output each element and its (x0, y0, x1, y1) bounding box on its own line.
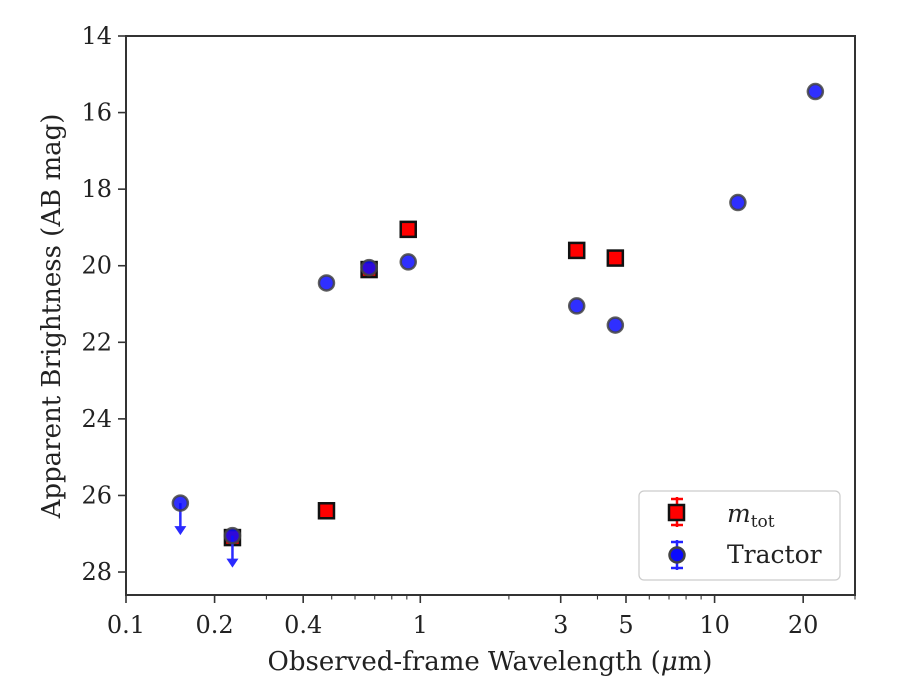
x-tick-label: 0.2 (196, 611, 234, 639)
tractor-point (729, 193, 747, 212)
tractor-point (806, 82, 825, 101)
y-tick-label: 24 (81, 405, 112, 433)
legend-marker-mtot (667, 497, 686, 527)
mtot-point (399, 220, 417, 239)
tractor-point (171, 494, 190, 512)
legend-label-mtot: mtot (727, 499, 775, 532)
x-tick-label: 0.1 (107, 611, 145, 639)
legend-box (638, 490, 841, 581)
y-tick-label: 26 (81, 481, 112, 509)
x-tick-label: 20 (788, 611, 819, 639)
y-tick-label: 28 (81, 558, 112, 586)
x-axis: 0.1 0.2 0.4 1 3 5 10 20 (107, 595, 856, 639)
legend: mtot Tractor (638, 490, 841, 581)
tractor-point (360, 258, 378, 277)
x-tick-label: 3 (553, 611, 568, 639)
upper-limit-arrowhead (174, 526, 187, 536)
y-tick-label: 18 (81, 175, 112, 203)
tractor-point (567, 297, 586, 315)
legend-label-tractor: Tractor (727, 540, 822, 569)
x-tick-label: 0.4 (284, 611, 322, 639)
plot-marks (171, 82, 825, 568)
y-axis-label: Apparent Brightness (AB mag) (37, 114, 67, 520)
tractor-point (606, 316, 625, 334)
y-tick-label: 16 (81, 99, 112, 127)
mtot-point (317, 502, 336, 520)
mtot-point (606, 249, 625, 267)
tractor-point (223, 526, 242, 545)
y-axis: 14 16 18 20 22 24 26 28 (81, 22, 126, 586)
upper-limit-arrowhead (226, 558, 239, 568)
tractor-point (399, 253, 417, 271)
x-tick-label: 5 (618, 611, 633, 639)
y-tick-label: 14 (81, 22, 112, 50)
mtot-point (567, 241, 586, 260)
y-tick-label: 22 (81, 328, 112, 356)
x-tick-label: 1 (413, 611, 428, 639)
tractor-point (317, 274, 336, 292)
legend-marker-tractor (668, 540, 686, 570)
x-axis-label: Observed-frame Wavelength (μm) (268, 647, 713, 677)
y-tick-label: 20 (81, 252, 112, 280)
plot-frame (125, 35, 856, 596)
x-tick-label: 10 (699, 611, 730, 639)
